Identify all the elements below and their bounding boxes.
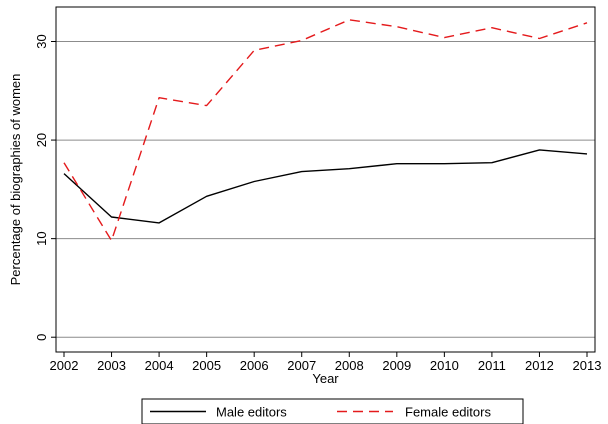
- x-tick-label: 2012: [525, 358, 554, 373]
- x-tick-label: 2006: [240, 358, 269, 373]
- series-line-1: [63, 149, 588, 224]
- series-line-2: [63, 19, 588, 242]
- x-axis: 2002 2003 2004 2005 2006 2007 2008 2009 2010 2011…: [50, 352, 602, 373]
- x-tick-label: 2004: [145, 358, 174, 373]
- x-tick-label: 2002: [50, 358, 79, 373]
- y-axis: 0 10 20 30: [34, 34, 56, 341]
- x-tick-label: 2009: [382, 358, 411, 373]
- gridlines: [56, 41, 595, 338]
- legend: Male editors Female editors: [141, 398, 524, 424]
- legend-box: [141, 398, 524, 424]
- x-axis-title: Year: [312, 371, 339, 386]
- x-tick-label: 2010: [430, 358, 459, 373]
- x-tick-label: 2005: [192, 358, 221, 373]
- x-tick-label: 2013: [573, 358, 602, 373]
- y-axis-title: Percentage of biographies of women: [8, 74, 23, 286]
- y-tick-label: 10: [34, 231, 49, 245]
- y-tick-label: 20: [34, 133, 49, 147]
- plot-area-frame: [55, 6, 596, 353]
- y-tick-label: 0: [34, 334, 49, 341]
- legend-label-1: Male editors: [216, 405, 287, 420]
- y-tick-label: 30: [34, 34, 49, 48]
- x-tick-label: 2003: [97, 358, 126, 373]
- series-lines: [63, 19, 588, 242]
- x-tick-label: 2007: [287, 358, 316, 373]
- x-tick-label: 2011: [478, 358, 506, 373]
- legend-label-2: Female editors: [405, 405, 491, 420]
- x-tick-label: 2008: [335, 358, 364, 373]
